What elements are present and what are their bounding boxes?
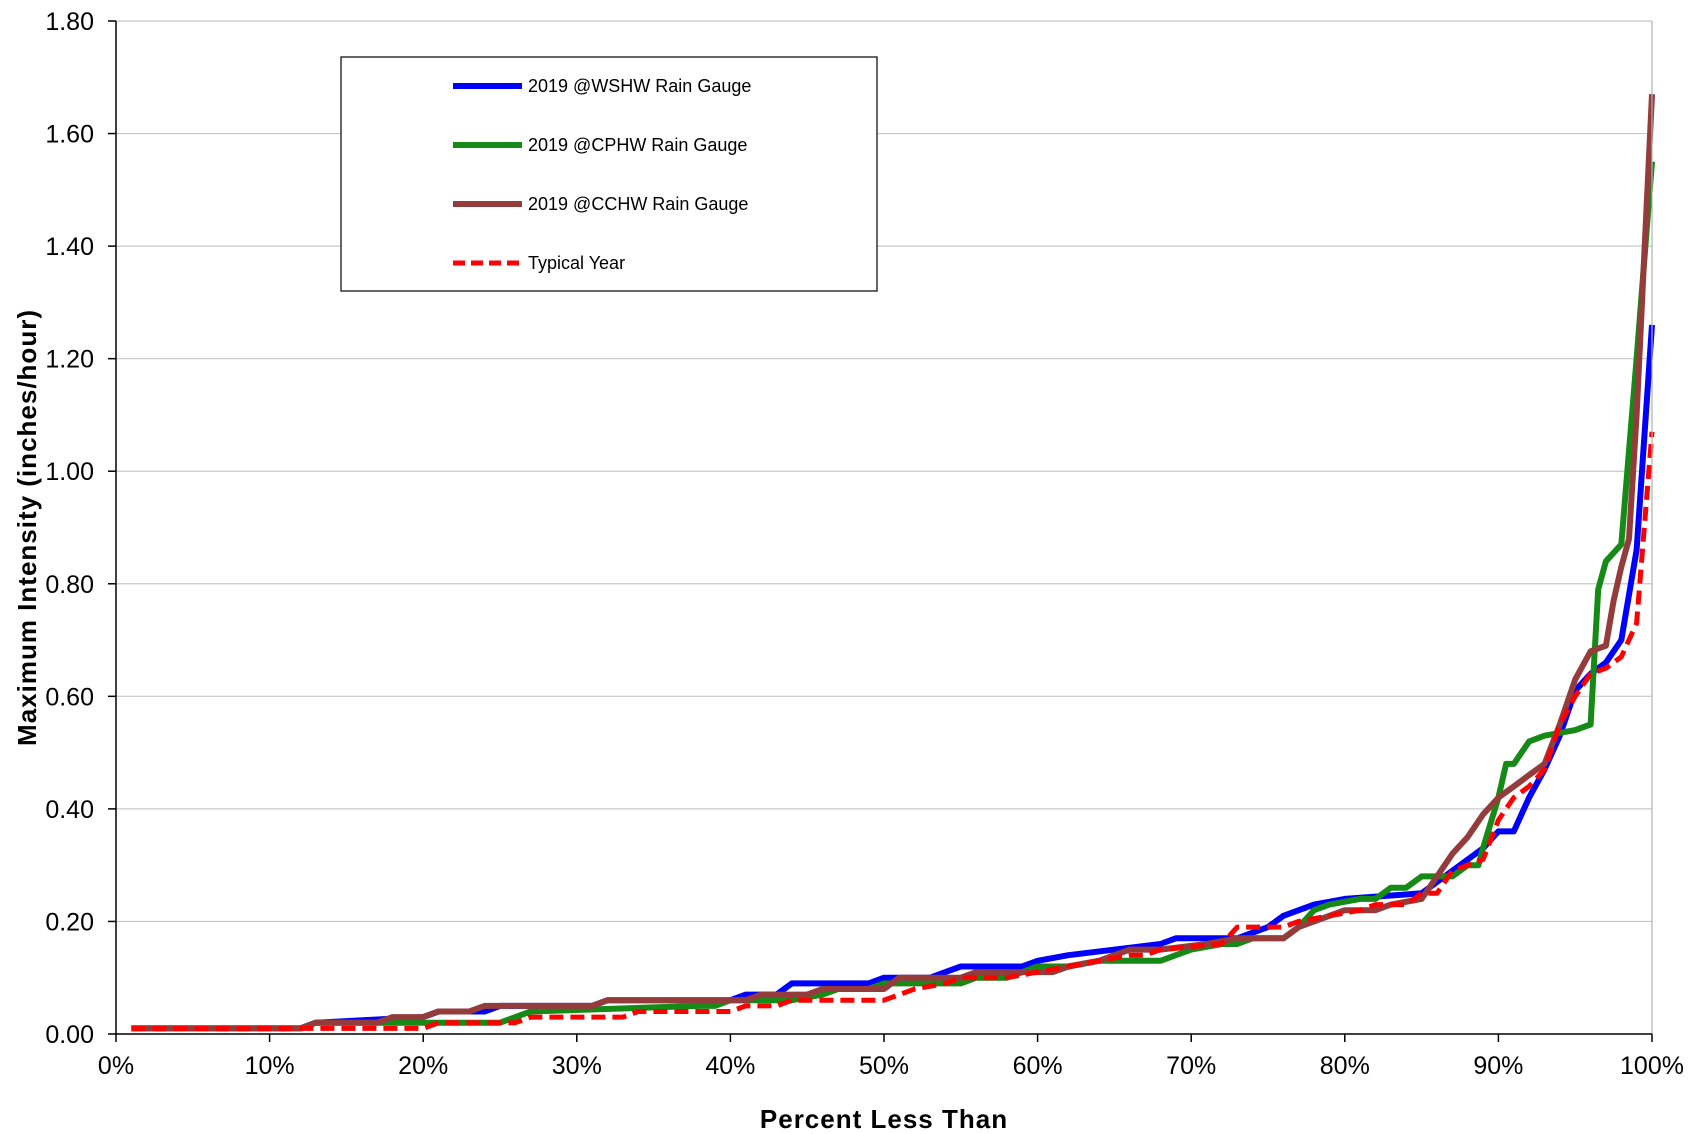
- y-tick-label: 0.20: [45, 908, 94, 936]
- legend-label-2: 2019 @CPHW Rain Gauge: [528, 135, 747, 155]
- x-tick-label: 50%: [859, 1052, 909, 1080]
- y-tick-label: 0.60: [45, 683, 94, 711]
- y-tick-label: 0.00: [45, 1021, 94, 1049]
- y-tick-label: 1.00: [45, 458, 94, 486]
- y-tick-label: 1.40: [45, 233, 94, 261]
- y-tick-label: 0.80: [45, 571, 94, 599]
- x-axis-title: Percent Less Than: [760, 1104, 1008, 1134]
- x-tick-label: 0%: [98, 1052, 134, 1080]
- x-tick-label: 100%: [1620, 1052, 1684, 1080]
- y-axis-title: Maximum Intensity (inches/hour): [12, 309, 42, 746]
- x-tick-label: 40%: [705, 1052, 755, 1080]
- y-tick-label: 1.20: [45, 346, 94, 374]
- x-tick-label: 70%: [1166, 1052, 1216, 1080]
- series-lines: [131, 94, 1655, 1032]
- series-line-4: [131, 431, 1655, 1031]
- x-tick-label: 10%: [245, 1052, 295, 1080]
- legend-box: [340, 56, 878, 292]
- x-tick-label: 30%: [552, 1052, 602, 1080]
- y-axis-ticks: 0.00 0.20 0.40 0.60 0.80 1.00 1.20 1.40 1.60 1.80: [45, 8, 116, 1049]
- y-tick-label: 1.60: [45, 121, 94, 149]
- x-tick-label: 90%: [1473, 1052, 1523, 1080]
- legend: 2019 @WSHW Rain Gauge 2019 @CPHW Rain Gau…: [340, 56, 878, 292]
- legend-label-4: Typical Year: [528, 253, 625, 273]
- x-axis-ticks: 0% 10% 20% 30% 40% 50% 60% 70% 80% 90% 100%: [98, 1034, 1684, 1080]
- legend-label-1: 2019 @WSHW Rain Gauge: [528, 76, 751, 96]
- x-tick-label: 20%: [398, 1052, 448, 1080]
- legend-label-3: 2019 @CCHW Rain Gauge: [528, 194, 748, 214]
- x-tick-label: 80%: [1320, 1052, 1370, 1080]
- y-tick-label: 0.40: [45, 796, 94, 824]
- y-tick-label: 1.80: [45, 8, 94, 36]
- x-tick-label: 60%: [1013, 1052, 1063, 1080]
